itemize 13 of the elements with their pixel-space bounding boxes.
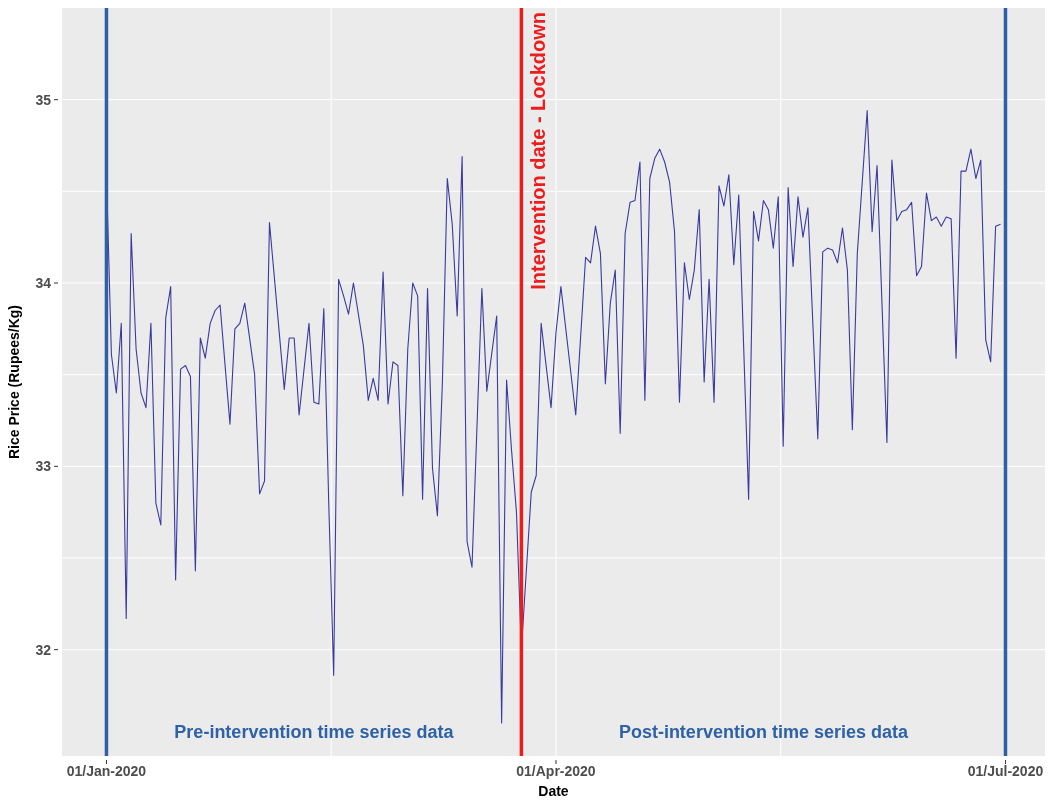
line-series bbox=[105, 110, 1002, 724]
y-tick-label: 33 bbox=[35, 458, 52, 475]
y-axis-title: Rice Price (Rupees/Kg) bbox=[5, 304, 22, 460]
x-tick-label: 01/Jan-2020 bbox=[66, 763, 147, 779]
y-tick-label: 32 bbox=[35, 641, 52, 658]
ref-line-label: Intervention date - Lockdown bbox=[527, 12, 550, 290]
y-tick-label: 34 bbox=[35, 275, 52, 291]
annotation: Pre-intervention time series data bbox=[173, 722, 455, 743]
x-tick-label: 01/Jul-2020 bbox=[967, 763, 1044, 779]
y-tick-label: 35 bbox=[35, 91, 52, 108]
x-axis-title: Date bbox=[538, 783, 569, 799]
x-tick-label: 01/Apr-2020 bbox=[516, 763, 596, 779]
annotation: Post-intervention time series data bbox=[617, 722, 909, 743]
